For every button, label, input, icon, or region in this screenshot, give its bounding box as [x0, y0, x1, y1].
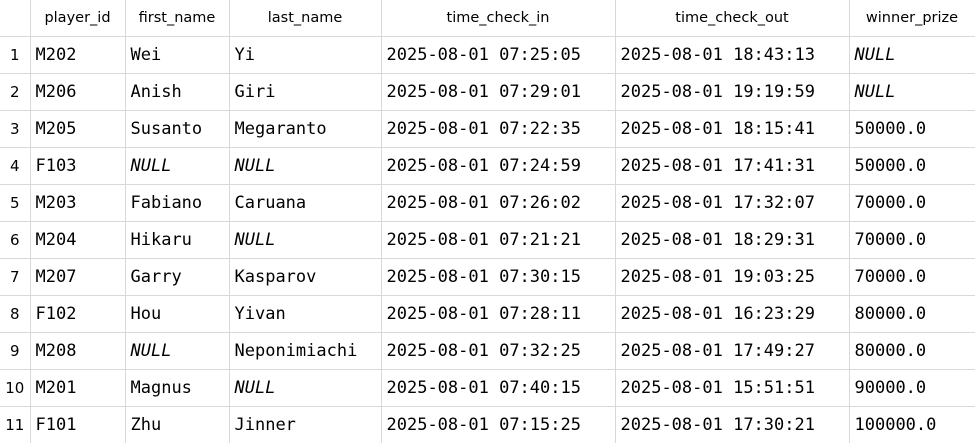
- cell-player-id[interactable]: M206: [30, 74, 125, 111]
- cell-first-name[interactable]: Garry: [125, 259, 229, 296]
- row-number[interactable]: 3: [0, 111, 30, 148]
- cell-winner-prize[interactable]: 100000.0: [849, 407, 975, 443]
- header-rownum[interactable]: [0, 0, 30, 37]
- cell-last-name[interactable]: Neponimiachi: [229, 333, 381, 370]
- cell-player-id[interactable]: M202: [30, 37, 125, 74]
- cell-time-check-out[interactable]: 2025-08-01 18:15:41: [615, 111, 849, 148]
- header-winner-prize[interactable]: winner_prize: [849, 0, 975, 37]
- cell-first-name[interactable]: Anish: [125, 74, 229, 111]
- cell-first-name[interactable]: Hou: [125, 296, 229, 333]
- row-number[interactable]: 1: [0, 37, 30, 74]
- row-number[interactable]: 9: [0, 333, 30, 370]
- row-number[interactable]: 5: [0, 185, 30, 222]
- row-number[interactable]: 10: [0, 370, 30, 407]
- cell-winner-prize[interactable]: 70000.0: [849, 259, 975, 296]
- header-time-check-in[interactable]: time_check_in: [381, 0, 615, 37]
- cell-player-id[interactable]: M201: [30, 370, 125, 407]
- cell-time-check-out[interactable]: 2025-08-01 19:03:25: [615, 259, 849, 296]
- cell-last-name[interactable]: Kasparov: [229, 259, 381, 296]
- cell-time-check-in[interactable]: 2025-08-01 07:24:59: [381, 148, 615, 185]
- cell-last-name[interactable]: Caruana: [229, 185, 381, 222]
- cell-player-id[interactable]: M203: [30, 185, 125, 222]
- cell-time-check-out[interactable]: 2025-08-01 17:41:31: [615, 148, 849, 185]
- header-time-check-out[interactable]: time_check_out: [615, 0, 849, 37]
- cell-player-id[interactable]: M207: [30, 259, 125, 296]
- cell-player-id[interactable]: M204: [30, 222, 125, 259]
- row-number[interactable]: 6: [0, 222, 30, 259]
- cell-last-name[interactable]: Yivan: [229, 296, 381, 333]
- cell-last-name[interactable]: Jinner: [229, 407, 381, 443]
- cell-winner-prize[interactable]: 70000.0: [849, 222, 975, 259]
- row-number[interactable]: 11: [0, 407, 30, 443]
- cell-time-check-in[interactable]: 2025-08-01 07:32:25: [381, 333, 615, 370]
- header-player-id[interactable]: player_id: [30, 0, 125, 37]
- cell-first-name[interactable]: NULL: [125, 333, 229, 370]
- row-number[interactable]: 7: [0, 259, 30, 296]
- cell-last-name[interactable]: NULL: [229, 148, 381, 185]
- cell-time-check-out[interactable]: 2025-08-01 17:49:27: [615, 333, 849, 370]
- cell-time-check-out[interactable]: 2025-08-01 17:32:07: [615, 185, 849, 222]
- cell-time-check-in[interactable]: 2025-08-01 07:30:15: [381, 259, 615, 296]
- cell-time-check-out[interactable]: 2025-08-01 18:43:13: [615, 37, 849, 74]
- cell-time-check-in[interactable]: 2025-08-01 07:28:11: [381, 296, 615, 333]
- cell-last-name[interactable]: Yi: [229, 37, 381, 74]
- header-last-name[interactable]: last_name: [229, 0, 381, 37]
- cell-player-id[interactable]: M205: [30, 111, 125, 148]
- cell-first-name[interactable]: Susanto: [125, 111, 229, 148]
- cell-player-id[interactable]: M208: [30, 333, 125, 370]
- cell-player-id[interactable]: F101: [30, 407, 125, 443]
- cell-time-check-out[interactable]: 2025-08-01 15:51:51: [615, 370, 849, 407]
- cell-winner-prize[interactable]: 70000.0: [849, 185, 975, 222]
- grid-header: player_id first_name last_name time_chec…: [0, 0, 975, 37]
- cell-time-check-out[interactable]: 2025-08-01 18:29:31: [615, 222, 849, 259]
- cell-time-check-in[interactable]: 2025-08-01 07:21:21: [381, 222, 615, 259]
- cell-winner-prize[interactable]: 80000.0: [849, 333, 975, 370]
- cell-time-check-in[interactable]: 2025-08-01 07:26:02: [381, 185, 615, 222]
- cell-time-check-out[interactable]: 2025-08-01 17:30:21: [615, 407, 849, 443]
- header-first-name[interactable]: first_name: [125, 0, 229, 37]
- cell-first-name[interactable]: Zhu: [125, 407, 229, 443]
- cell-winner-prize[interactable]: 80000.0: [849, 296, 975, 333]
- cell-time-check-in[interactable]: 2025-08-01 07:22:35: [381, 111, 615, 148]
- cell-time-check-in[interactable]: 2025-08-01 07:29:01: [381, 74, 615, 111]
- cell-last-name[interactable]: NULL: [229, 370, 381, 407]
- cell-time-check-in[interactable]: 2025-08-01 07:15:25: [381, 407, 615, 443]
- cell-winner-prize[interactable]: 50000.0: [849, 148, 975, 185]
- cell-last-name[interactable]: NULL: [229, 222, 381, 259]
- cell-player-id[interactable]: F103: [30, 148, 125, 185]
- cell-last-name[interactable]: Megaranto: [229, 111, 381, 148]
- cell-winner-prize[interactable]: 90000.0: [849, 370, 975, 407]
- cell-first-name[interactable]: NULL: [125, 148, 229, 185]
- cell-winner-prize[interactable]: NULL: [849, 74, 975, 111]
- row-number[interactable]: 8: [0, 296, 30, 333]
- header-row: player_id first_name last_name time_chec…: [0, 0, 975, 37]
- row-number[interactable]: 4: [0, 148, 30, 185]
- cell-first-name[interactable]: Wei: [125, 37, 229, 74]
- cell-last-name[interactable]: Giri: [229, 74, 381, 111]
- cell-time-check-in[interactable]: 2025-08-01 07:40:15: [381, 370, 615, 407]
- cell-time-check-out[interactable]: 2025-08-01 19:19:59: [615, 74, 849, 111]
- cell-first-name[interactable]: Fabiano: [125, 185, 229, 222]
- cell-first-name[interactable]: Hikaru: [125, 222, 229, 259]
- cell-time-check-out[interactable]: 2025-08-01 16:23:29: [615, 296, 849, 333]
- cell-winner-prize[interactable]: NULL: [849, 37, 975, 74]
- cell-first-name[interactable]: Magnus: [125, 370, 229, 407]
- cell-time-check-in[interactable]: 2025-08-01 07:25:05: [381, 37, 615, 74]
- cell-player-id[interactable]: F102: [30, 296, 125, 333]
- row-number[interactable]: 2: [0, 74, 30, 111]
- cell-winner-prize[interactable]: 50000.0: [849, 111, 975, 148]
